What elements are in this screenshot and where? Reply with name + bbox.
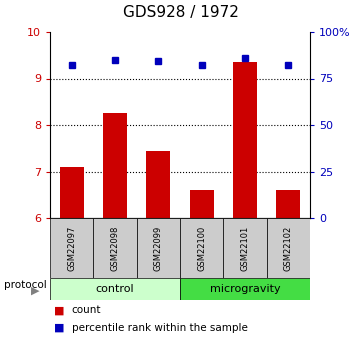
Bar — [50, 218, 93, 278]
Text: ▶: ▶ — [31, 286, 40, 296]
Text: microgravity: microgravity — [210, 284, 280, 294]
Bar — [60, 167, 84, 218]
Text: protocol: protocol — [4, 280, 46, 290]
Bar — [190, 190, 214, 218]
Bar — [137, 218, 180, 278]
Bar — [267, 218, 310, 278]
Text: percentile rank within the sample: percentile rank within the sample — [72, 323, 248, 333]
Text: count: count — [72, 305, 101, 315]
Text: GSM22097: GSM22097 — [67, 225, 76, 271]
Bar — [277, 190, 300, 218]
Bar — [233, 62, 257, 218]
Text: GSM22100: GSM22100 — [197, 225, 206, 270]
Text: ■: ■ — [54, 305, 64, 315]
Text: GSM22099: GSM22099 — [154, 225, 163, 270]
Bar — [180, 218, 223, 278]
Text: GSM22098: GSM22098 — [110, 225, 119, 271]
Bar — [223, 218, 267, 278]
Text: GDS928 / 1972: GDS928 / 1972 — [123, 5, 238, 20]
Bar — [93, 218, 137, 278]
Text: GSM22102: GSM22102 — [284, 225, 293, 270]
Bar — [103, 114, 127, 218]
Bar — [180, 278, 310, 300]
Bar — [50, 278, 180, 300]
Text: GSM22101: GSM22101 — [240, 225, 249, 270]
Bar — [147, 150, 170, 218]
Text: control: control — [96, 284, 134, 294]
Text: ■: ■ — [54, 323, 64, 333]
